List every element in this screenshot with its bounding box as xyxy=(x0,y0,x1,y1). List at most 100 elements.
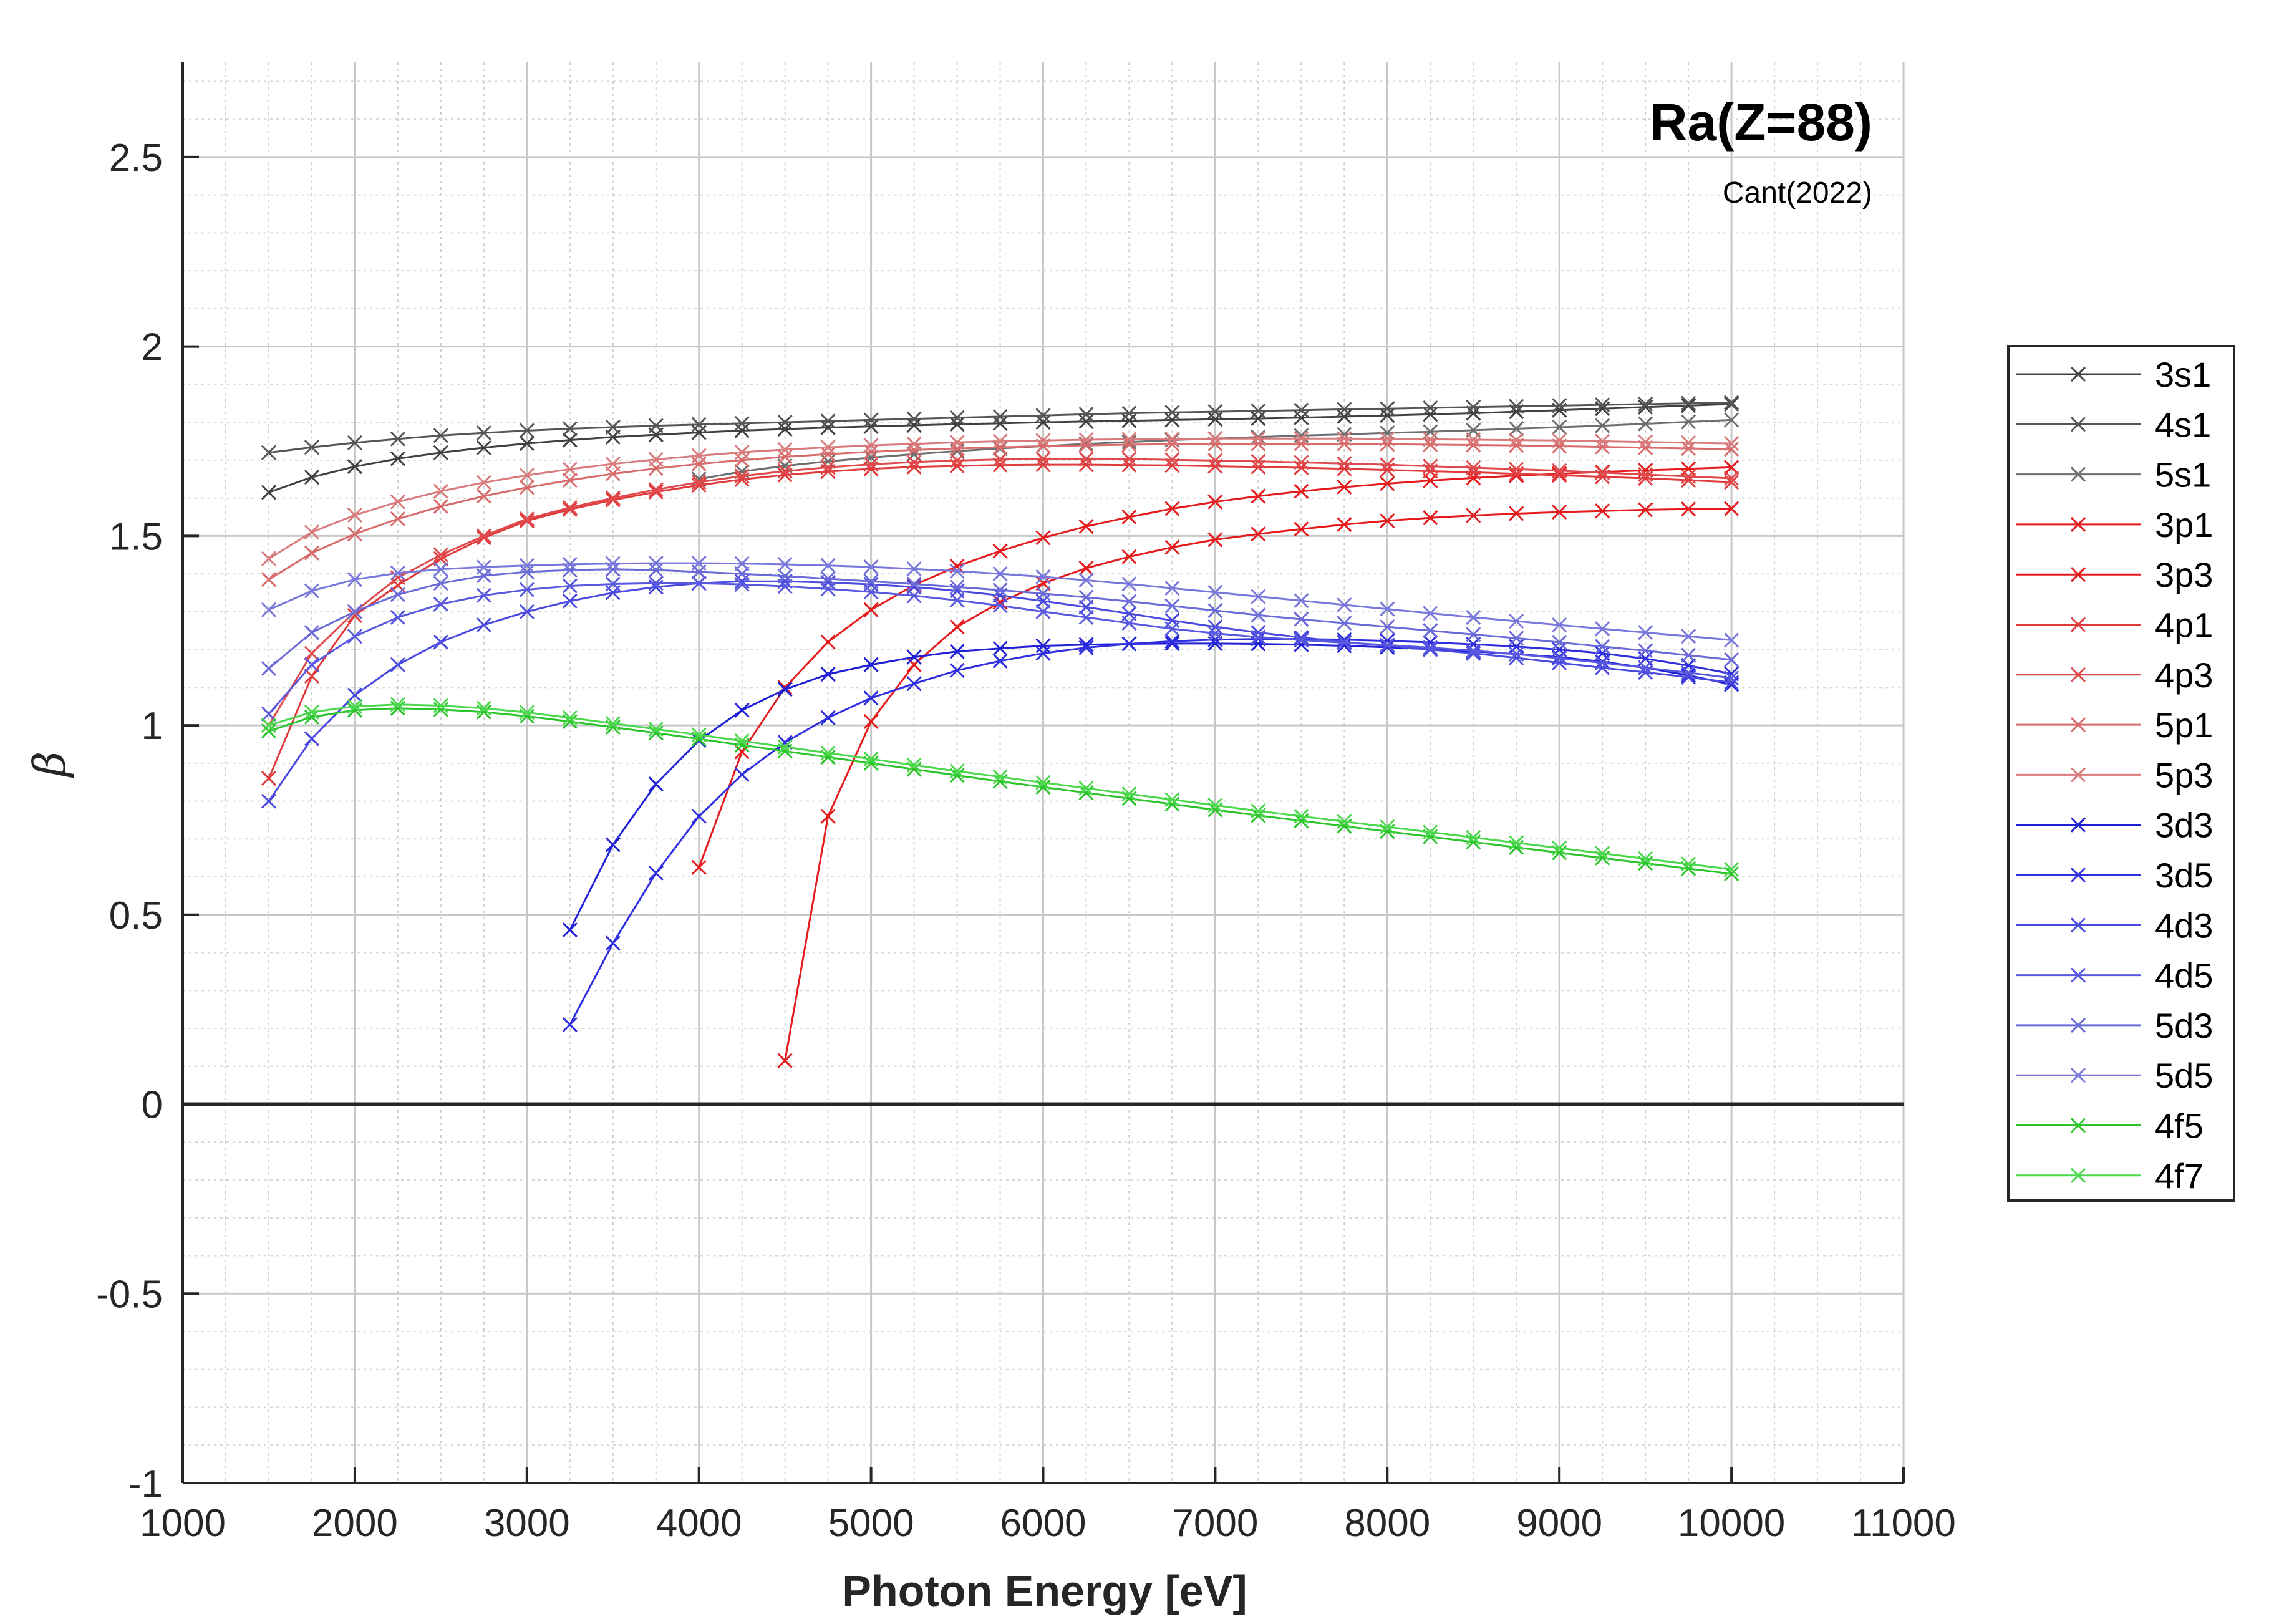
data-point-3p1 xyxy=(1552,505,1567,520)
data-point-4d5 xyxy=(433,596,448,612)
data-point-5d5 xyxy=(734,556,750,571)
data-point-5p3 xyxy=(519,468,535,483)
legend-marker xyxy=(2070,917,2086,933)
data-point-4p3 xyxy=(691,475,707,490)
data-point-3p1 xyxy=(1466,508,1481,523)
x-tick-label: 10000 xyxy=(1678,1502,1785,1545)
data-point-5p1 xyxy=(820,447,836,462)
data-point-3d3 xyxy=(820,666,836,682)
data-point-5d3 xyxy=(1681,647,1696,663)
data-point-3p3 xyxy=(1294,483,1309,499)
data-point-3d3 xyxy=(605,837,621,853)
data-point-5d3 xyxy=(1251,607,1266,623)
data-point-3s1 xyxy=(1035,415,1051,430)
data-point-5d5 xyxy=(648,556,664,571)
data-point-3p3 xyxy=(1121,509,1137,525)
data-point-5s1 xyxy=(1423,424,1438,440)
data-point-5p3 xyxy=(1337,431,1352,447)
data-point-3d5 xyxy=(734,766,750,783)
data-point-3p1 xyxy=(1724,501,1739,516)
data-point-5p3 xyxy=(1552,433,1567,448)
data-point-4p3 xyxy=(476,528,491,544)
data-point-3p1 xyxy=(1294,521,1309,537)
data-point-3p1 xyxy=(777,1053,793,1068)
data-point-4f7 xyxy=(1466,829,1481,845)
legend-marker xyxy=(2070,567,2086,582)
legend-label: 4f7 xyxy=(2155,1156,2204,1196)
data-point-4s1 xyxy=(1466,399,1481,415)
data-point-3d5 xyxy=(1078,640,1094,655)
data-point-5d5 xyxy=(1380,601,1395,617)
data-point-5p3 xyxy=(605,456,621,471)
data-point-4d3 xyxy=(347,687,362,703)
legend-item-5s1: 5s1 xyxy=(2016,455,2211,495)
data-point-4p1 xyxy=(519,513,535,529)
data-point-5p3 xyxy=(1035,433,1051,448)
data-point-5d3 xyxy=(433,576,448,591)
data-point-5p3 xyxy=(347,507,362,523)
data-point-5p3 xyxy=(1638,434,1653,450)
data-point-5p1 xyxy=(1724,442,1739,457)
data-point-4f7 xyxy=(1552,840,1567,856)
data-point-3d5 xyxy=(906,676,922,692)
y-tick-label: -1 xyxy=(128,1462,163,1506)
data-point-4p3 xyxy=(1121,451,1137,467)
x-tick-label: 11000 xyxy=(1851,1502,1956,1545)
data-point-4s1 xyxy=(777,415,793,430)
data-point-5d3 xyxy=(261,660,277,677)
data-point-4d5 xyxy=(519,582,535,597)
data-point-4p1 xyxy=(347,607,362,623)
data-point-3d3 xyxy=(1380,639,1395,655)
legend-label: 5d3 xyxy=(2155,1006,2213,1045)
data-point-5p1 xyxy=(1035,438,1051,454)
data-point-3p3 xyxy=(863,602,879,617)
data-point-4p3 xyxy=(433,547,448,563)
data-point-5p3 xyxy=(304,524,319,540)
data-point-4d5 xyxy=(1380,637,1395,653)
data-point-4p1 xyxy=(1164,458,1180,473)
legend-label: 4p3 xyxy=(2155,655,2213,695)
data-point-4s1 xyxy=(1681,395,1696,411)
data-point-4f5 xyxy=(261,723,277,739)
legend-item-5d3: 5d3 xyxy=(2016,1006,2213,1045)
data-point-5d5 xyxy=(777,556,793,572)
y-tick-label: 2 xyxy=(142,326,163,369)
series-5p3 xyxy=(261,431,1739,566)
data-point-4d5 xyxy=(1164,621,1180,637)
data-point-4p3 xyxy=(605,490,621,506)
data-point-3s1 xyxy=(1466,405,1481,421)
data-point-4d5 xyxy=(261,706,277,722)
legend-marker xyxy=(2070,466,2086,482)
data-point-3d5 xyxy=(949,662,965,679)
data-point-4d5 xyxy=(992,598,1008,614)
data-point-4p3 xyxy=(519,511,535,527)
data-point-5p3 xyxy=(1207,431,1223,447)
data-point-5p3 xyxy=(1423,432,1438,447)
data-point-4f7 xyxy=(519,705,535,720)
legend-label: 5d5 xyxy=(2155,1056,2213,1095)
data-point-3p3 xyxy=(734,744,750,760)
legend-label: 5p3 xyxy=(2155,755,2213,795)
y-tick-label: 0.5 xyxy=(109,894,163,937)
data-point-4d3 xyxy=(1466,645,1481,661)
legend-entries: 3s1 4s1 5s1 3p1 3p3 4p1 4p3 5p1 5p3 3d3 3d5 4d3 4d5 5… xyxy=(2016,355,2213,1196)
data-point-4s1 xyxy=(1035,408,1051,423)
data-point-4p3 xyxy=(1207,453,1223,468)
y-axis-title: β xyxy=(24,752,75,778)
chart-subtitle: Cant(2022) xyxy=(1723,176,1872,210)
data-point-5p3 xyxy=(1724,436,1739,452)
data-point-4f5 xyxy=(304,709,319,725)
data-point-4s1 xyxy=(1509,399,1524,414)
data-point-3d3 xyxy=(734,702,750,718)
data-point-3p3 xyxy=(820,634,836,650)
data-point-3p3 xyxy=(1035,530,1051,546)
data-point-4s1 xyxy=(1251,403,1266,418)
data-point-5p3 xyxy=(949,435,965,450)
data-point-4s1 xyxy=(347,435,362,450)
data-point-5d3 xyxy=(1509,631,1524,646)
data-point-3d5 xyxy=(1337,632,1352,647)
data-point-3s1 xyxy=(1207,412,1223,427)
data-point-3s1 xyxy=(1337,408,1352,425)
data-point-5p3 xyxy=(1164,431,1180,447)
